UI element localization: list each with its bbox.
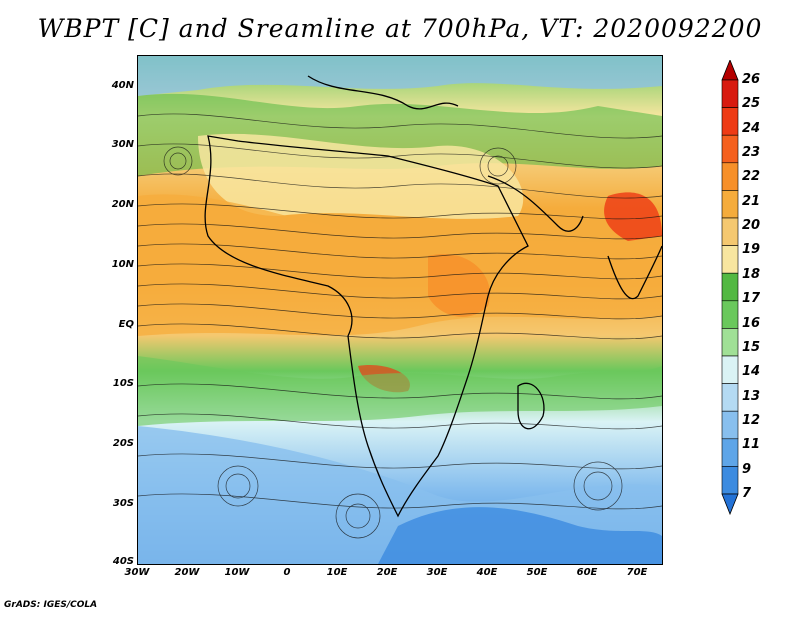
- colorbar-label: 13: [742, 388, 761, 404]
- colorbar-label: 12: [742, 412, 761, 428]
- lat-label-20n: 20N: [111, 199, 134, 210]
- field-sahara-tan: [198, 133, 524, 219]
- lon-label-70e: 70E: [626, 567, 648, 578]
- colorbar: [721, 60, 739, 516]
- colorbar-label: 20: [742, 218, 761, 234]
- colorbar-label: 25: [742, 96, 761, 112]
- lon-label-10w: 10W: [224, 567, 250, 578]
- colorbar-top-arrow: [721, 60, 739, 81]
- colorbar-segment: [721, 383, 739, 412]
- colorbar-segment: [721, 272, 739, 302]
- lat-label-30n: 30N: [111, 139, 134, 150]
- colorbar-label: 18: [742, 266, 761, 282]
- lon-label-30e: 30E: [426, 567, 448, 578]
- lat-label-40s: 40S: [112, 556, 134, 567]
- colorbar-label: 22: [742, 169, 761, 185]
- lon-label-20e: 20E: [376, 567, 398, 578]
- colorbar-label: 7: [742, 486, 752, 501]
- colorbar-segment: [721, 355, 739, 384]
- lon-label-10e: 10E: [326, 567, 348, 578]
- colorbar-label: 11: [742, 437, 761, 453]
- colorbar-bottom-arrow: [721, 493, 739, 516]
- streamlines: [138, 113, 662, 539]
- lon-label-20w: 20W: [174, 567, 200, 578]
- map-canvas: [138, 56, 662, 564]
- field-south-deepblue: [378, 507, 662, 564]
- lon-label-40e: 40E: [476, 567, 498, 578]
- colorbar-segment: [721, 162, 739, 191]
- colorbar-segment: [721, 107, 739, 136]
- colorbar-segment: [721, 134, 739, 164]
- field-north-cool: [138, 56, 662, 96]
- colorbar-label: 16: [742, 315, 761, 331]
- colorbar-segment: [721, 245, 739, 274]
- colorbar-segment: [721, 190, 739, 219]
- colorbar-label: 21: [742, 193, 761, 209]
- footer-credit: GrADS: IGES/COLA: [4, 600, 98, 610]
- lat-label-10s: 10S: [112, 378, 134, 389]
- colorbar-label: 15: [742, 339, 761, 355]
- colorbar-label: 24: [742, 120, 761, 136]
- field-orange-band: [138, 194, 662, 336]
- lat-label-eq: EQ: [118, 319, 134, 330]
- field-hotspot-arabia: [604, 192, 662, 241]
- colorbar-label: 23: [742, 145, 761, 161]
- colorbar-segment: [721, 79, 739, 108]
- lat-label-30s: 30S: [112, 498, 134, 509]
- colorbar-segment: [721, 217, 739, 246]
- weather-map: [137, 55, 663, 565]
- colorbar-segment: [721, 328, 739, 357]
- lat-label-40n: 40N: [111, 80, 134, 91]
- colorbar-label: 26: [742, 72, 761, 87]
- colorbar-segment: [721, 410, 739, 440]
- coastlines: [204, 75, 662, 518]
- lon-label-50e: 50E: [526, 567, 548, 578]
- colorbar-label: 14: [742, 364, 761, 380]
- field-south-green: [138, 356, 662, 426]
- lon-label-0: 0: [283, 567, 291, 578]
- lon-label-30w: 30W: [124, 567, 150, 578]
- colorbar-label: 17: [742, 291, 761, 307]
- colorbar-segment: [721, 466, 739, 495]
- colorbar-segment: [721, 438, 739, 467]
- lat-label-10n: 10N: [111, 259, 134, 270]
- colorbar-label: 9: [742, 461, 752, 477]
- lon-label-60e: 60E: [576, 567, 598, 578]
- colorbar-segment: [721, 300, 739, 329]
- chart-title: WBPT [C] and Sreamline at 700hPa, VT: 20…: [37, 14, 763, 43]
- lat-label-20s: 20S: [112, 438, 134, 449]
- field-hotspot-africa: [428, 254, 490, 317]
- colorbar-label: 19: [742, 242, 761, 258]
